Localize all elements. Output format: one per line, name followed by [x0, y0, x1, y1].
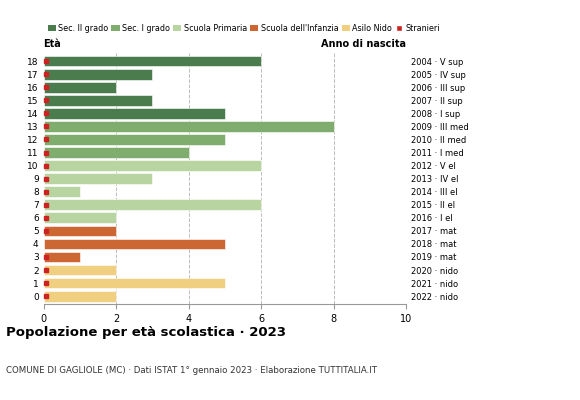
Bar — [44, 212, 116, 223]
Bar — [44, 252, 80, 262]
Bar — [44, 134, 225, 145]
Bar — [44, 82, 116, 93]
Bar — [44, 69, 152, 80]
Text: Età: Età — [44, 40, 61, 50]
Bar — [44, 173, 152, 184]
Bar — [44, 186, 80, 197]
Bar — [44, 238, 225, 249]
Bar — [44, 147, 188, 158]
Text: COMUNE DI GAGLIOLE (MC) · Dati ISTAT 1° gennaio 2023 · Elaborazione TUTTITALIA.I: COMUNE DI GAGLIOLE (MC) · Dati ISTAT 1° … — [6, 366, 377, 375]
Text: Anno di nascita: Anno di nascita — [321, 40, 406, 50]
Bar — [44, 278, 225, 288]
Bar — [44, 95, 152, 106]
Bar — [44, 56, 261, 66]
Bar — [44, 108, 225, 119]
Bar — [44, 226, 116, 236]
Bar — [44, 121, 333, 132]
Text: Popolazione per età scolastica · 2023: Popolazione per età scolastica · 2023 — [6, 326, 286, 339]
Bar — [44, 265, 116, 276]
Legend: Sec. II grado, Sec. I grado, Scuola Primaria, Scuola dell'Infanzia, Asilo Nido, : Sec. II grado, Sec. I grado, Scuola Prim… — [48, 24, 440, 33]
Bar — [44, 160, 261, 171]
Bar — [44, 291, 116, 302]
Bar — [44, 200, 261, 210]
